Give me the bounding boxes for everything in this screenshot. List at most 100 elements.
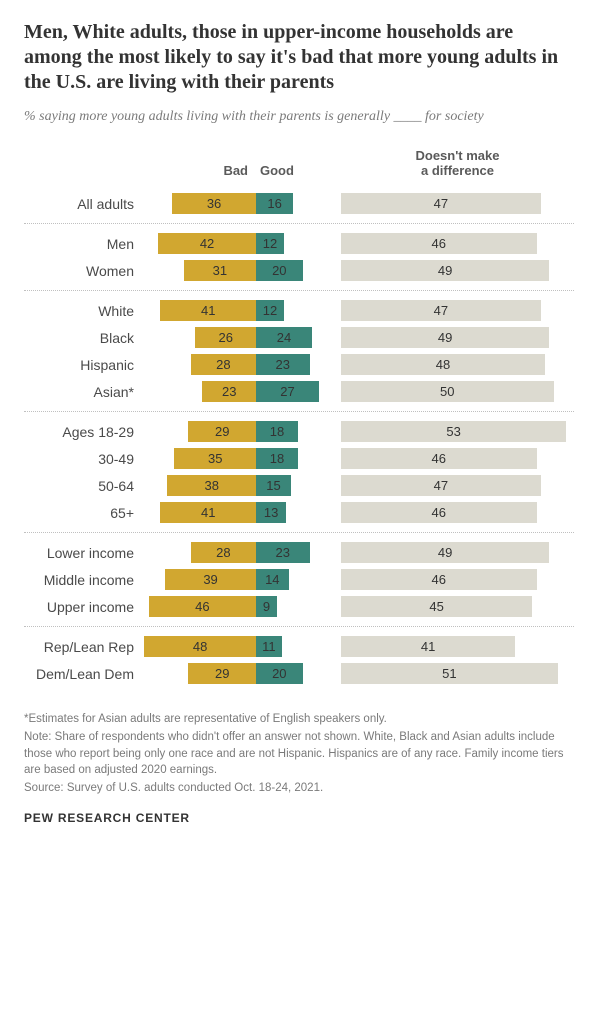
- bar-bad-value: 41: [201, 505, 215, 520]
- bar-neutral: 47: [341, 300, 541, 321]
- bar-bad-value: 41: [201, 303, 215, 318]
- bar-good-value: 15: [266, 478, 280, 493]
- bar-good-value: 12: [263, 236, 277, 251]
- neutral-bar-wrap: 45: [341, 596, 574, 617]
- diverging-bars: 3518: [144, 448, 321, 469]
- data-row: Black262449: [24, 324, 574, 351]
- row-label: Men: [24, 236, 144, 252]
- row-group: White411247Black262449Hispanic282348Asia…: [24, 291, 574, 412]
- bar-neutral-value: 46: [432, 505, 446, 520]
- header-neutral: Doesn't makea difference: [341, 149, 574, 179]
- bar-bad: 46: [149, 596, 256, 617]
- data-row: Hispanic282348: [24, 351, 574, 378]
- bar-neutral-value: 47: [434, 303, 448, 318]
- bar-neutral: 47: [341, 193, 541, 214]
- bar-good: 12: [256, 233, 284, 254]
- bar-neutral: 49: [341, 542, 549, 563]
- bar-neutral-value: 47: [434, 478, 448, 493]
- bar-neutral: 46: [341, 233, 537, 254]
- data-row: Rep/Lean Rep481141: [24, 633, 574, 660]
- bar-good: 13: [256, 502, 286, 523]
- row-label: Asian*: [24, 384, 144, 400]
- diverging-bars: 469: [144, 596, 321, 617]
- bar-good-value: 12: [263, 303, 277, 318]
- bar-neutral-value: 53: [446, 424, 460, 439]
- bar-good: 23: [256, 354, 310, 375]
- bar-bad-value: 36: [207, 196, 221, 211]
- bar-neutral: 48: [341, 354, 545, 375]
- footnotes: *Estimates for Asian adults are represen…: [24, 711, 574, 796]
- bar-good-value: 24: [277, 330, 291, 345]
- bar-bad-value: 31: [213, 263, 227, 278]
- data-row: 30-493518 46: [24, 445, 574, 472]
- bar-good: 18: [256, 421, 298, 442]
- bar-bad-value: 48: [193, 639, 207, 654]
- row-label: Dem/Lean Dem: [24, 666, 144, 682]
- bar-neutral-value: 49: [438, 545, 452, 560]
- neutral-bar-wrap: 48: [341, 354, 574, 375]
- diverging-bars: 3914: [144, 569, 321, 590]
- neutral-bar-wrap: 53: [341, 421, 574, 442]
- bar-neutral: 45: [341, 596, 532, 617]
- bar-bad-value: 42: [200, 236, 214, 251]
- bar-good-value: 18: [270, 451, 284, 466]
- neutral-bar-wrap: 46: [341, 448, 574, 469]
- bar-good-value: 20: [272, 263, 286, 278]
- bar-good: 24: [256, 327, 312, 348]
- neutral-bar-wrap: 50: [341, 381, 574, 402]
- bar-bad: 23: [202, 381, 256, 402]
- footnote-asterisk: *Estimates for Asian adults are represen…: [24, 711, 574, 728]
- diverging-bars: 29 18: [144, 421, 321, 442]
- bar-neutral: 49: [341, 260, 549, 281]
- neutral-bar-wrap: 41: [341, 636, 574, 657]
- bar-neutral: 46: [341, 502, 537, 523]
- neutral-bar-wrap: 46: [341, 569, 574, 590]
- bar-bad: 31: [184, 260, 256, 281]
- bar-neutral: 51: [341, 663, 558, 684]
- row-label: Hispanic: [24, 357, 144, 373]
- bar-good-value: 14: [265, 572, 279, 587]
- row-label: Upper income: [24, 599, 144, 615]
- bar-neutral-value: 46: [432, 451, 446, 466]
- data-row: Upper income469 45: [24, 593, 574, 620]
- bar-bad-value: 29: [215, 424, 229, 439]
- bar-bad-value: 38: [205, 478, 219, 493]
- bar-good: 14: [256, 569, 289, 590]
- row-label: Women: [24, 263, 144, 279]
- bar-bad: 42: [158, 233, 256, 254]
- neutral-bar-wrap: 49: [341, 260, 574, 281]
- bar-good: 12: [256, 300, 284, 321]
- bar-good-value: 23: [276, 545, 290, 560]
- header-good: Good: [256, 163, 321, 178]
- bar-neutral-value: 48: [436, 357, 450, 372]
- bar-neutral-value: 49: [438, 330, 452, 345]
- bar-bad: 29: [188, 421, 256, 442]
- bar-bad: 41: [160, 300, 256, 321]
- row-group: All adults361647: [24, 184, 574, 224]
- bar-bad: 48: [144, 636, 256, 657]
- neutral-bar-wrap: 46: [341, 502, 574, 523]
- data-row: White411247: [24, 297, 574, 324]
- diverging-bars: 31 20: [144, 260, 321, 281]
- row-label: 50-64: [24, 478, 144, 494]
- bar-neutral: 53: [341, 421, 566, 442]
- neutral-bar-wrap: 51: [341, 663, 574, 684]
- chart-subtitle: % saying more young adults living with t…: [24, 107, 574, 127]
- bar-good: 27: [256, 381, 319, 402]
- data-row: Ages 18-29291853: [24, 418, 574, 445]
- data-row: Asian* 23 27 50: [24, 378, 574, 405]
- diverging-bars: 3616: [144, 193, 321, 214]
- data-row: Women 31 20 49: [24, 257, 574, 284]
- bar-bad-value: 23: [222, 384, 236, 399]
- bar-good-value: 23: [276, 357, 290, 372]
- bar-neutral: 46: [341, 569, 537, 590]
- diverging-bars: 42 12: [144, 233, 321, 254]
- row-label: 30-49: [24, 451, 144, 467]
- neutral-bar-wrap: 49: [341, 542, 574, 563]
- bar-good: 15: [256, 475, 291, 496]
- bar-good: 23: [256, 542, 310, 563]
- bar-good: 20: [256, 663, 303, 684]
- neutral-bar-wrap: 47: [341, 475, 574, 496]
- diverging-bars: 23 27: [144, 381, 321, 402]
- bar-bad-value: 46: [195, 599, 209, 614]
